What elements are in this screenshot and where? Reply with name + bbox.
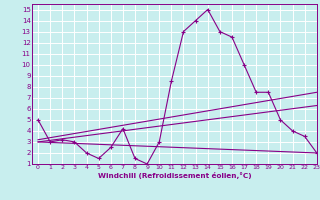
X-axis label: Windchill (Refroidissement éolien,°C): Windchill (Refroidissement éolien,°C) <box>98 172 251 179</box>
